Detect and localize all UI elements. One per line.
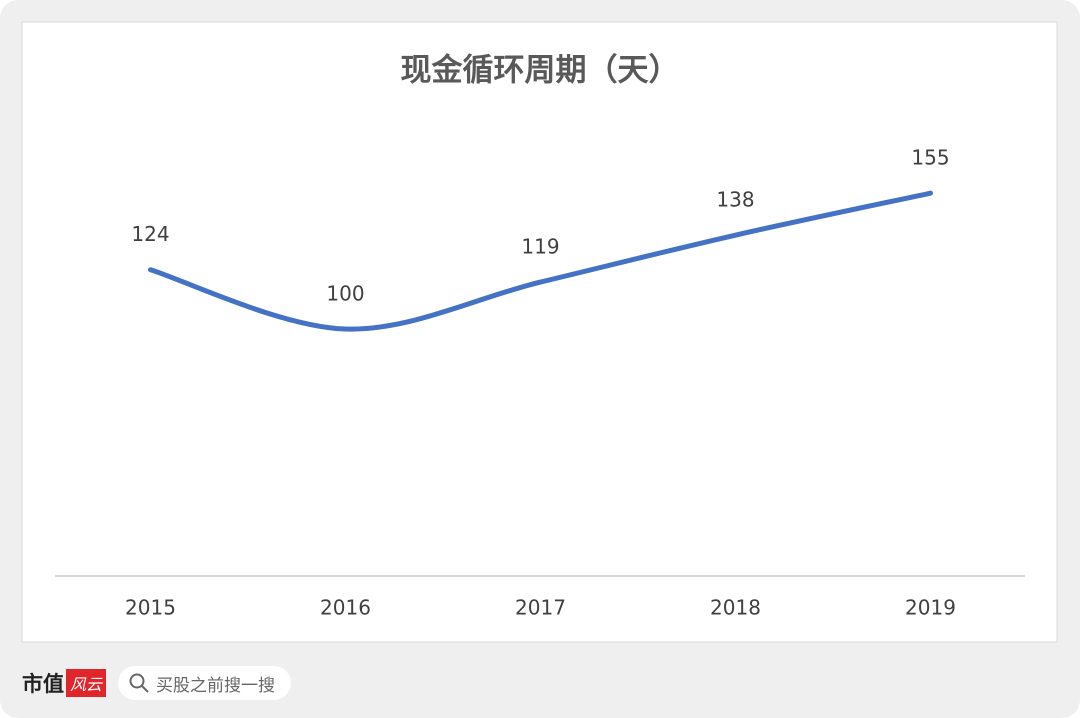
x-tick-label: 2016	[320, 596, 371, 620]
x-tick-label: 2017	[515, 596, 566, 620]
data-label: 119	[521, 235, 559, 259]
search-icon	[129, 673, 149, 693]
chart: 现金循环周期（天） 2015 2016 2017 2018 2019 124 100 119 1…	[21, 21, 1058, 643]
x-tick-label: 2015	[125, 596, 176, 620]
chart-panel	[21, 21, 1058, 643]
footer: 市值 风云 买股之前搜一搜	[22, 664, 292, 702]
brand: 市值	[22, 671, 64, 696]
line-series	[148, 190, 933, 332]
x-tick-label: 2018	[710, 596, 761, 620]
brand-logo: 风云	[66, 669, 107, 697]
search-placeholder: 买股之前搜一搜	[156, 675, 276, 696]
x-tick-label: 2019	[905, 596, 956, 620]
chart-title: 现金循环周期（天）	[401, 53, 680, 89]
data-label: 138	[716, 188, 754, 212]
data-label: 124	[131, 222, 169, 246]
data-label: 100	[326, 282, 364, 306]
search-box[interactable]: 买股之前搜一搜	[118, 666, 292, 700]
data-label: 155	[911, 146, 949, 170]
